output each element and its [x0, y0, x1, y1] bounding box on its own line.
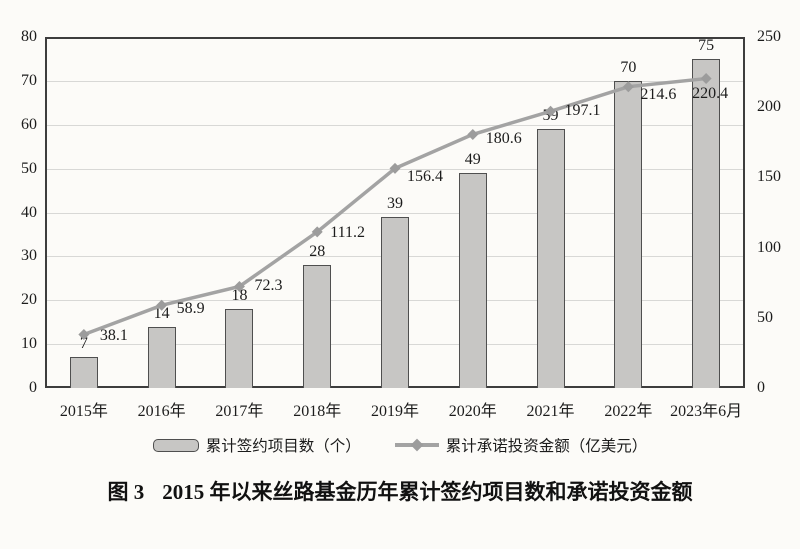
x-axis-category-label: 2018年 [293, 403, 342, 420]
left-axis-tick-label: 70 [21, 71, 37, 89]
right-axis-tick-label: 250 [757, 28, 781, 45]
diamond-marker [156, 299, 168, 311]
bar [692, 58, 721, 388]
left-axis-tick-label: 40 [21, 203, 37, 221]
bar [147, 326, 176, 388]
line-value-label: 214.6 [640, 85, 677, 103]
x-axis-category-label: 2015年 [59, 403, 108, 420]
legend-label-projects: 累计签约项目数（个） [205, 438, 361, 455]
legend-item-investment: 累计承诺投资金额（亿美元） [394, 434, 648, 456]
left-axis-tick-label: 80 [21, 28, 37, 45]
bar [614, 80, 643, 388]
diamond-marker [700, 73, 712, 85]
diamond-marker [467, 128, 479, 140]
legend: 累计签约项目数（个） 累计承诺投资金额（亿美元） [0, 434, 800, 456]
gridline [47, 80, 743, 82]
left-axis-tick-label: 0 [29, 379, 37, 396]
x-axis-category-label: 2017年 [215, 403, 264, 420]
diamond-marker [545, 105, 557, 117]
diamond-marker [78, 329, 90, 341]
right-axis-tick-label: 0 [757, 379, 765, 396]
bar [69, 357, 98, 388]
bar-value-label: 28 [309, 243, 326, 261]
diamond-marker [622, 81, 634, 93]
x-axis-category-label: 2020年 [448, 403, 497, 420]
left-axis-tick-label: 30 [21, 247, 37, 265]
line-value-label: 72.3 [254, 277, 283, 295]
legend-item-projects: 累计签约项目数（个） [152, 434, 361, 456]
bar-value-label: 39 [387, 194, 403, 212]
bar [381, 216, 409, 388]
bar-value-label: 75 [698, 36, 715, 54]
line-value-label: 156.4 [407, 168, 443, 186]
bar-value-label: 18 [231, 287, 248, 305]
bar-value-label: 49 [464, 151, 481, 168]
right-axis-tick-label: 150 [757, 168, 781, 186]
right-axis-tick-label: 100 [757, 238, 781, 256]
diamond-icon [410, 438, 424, 452]
line-value-label: 220.4 [692, 84, 729, 102]
right-axis-tick-label: 50 [757, 308, 773, 326]
left-axis-tick-label: 60 [21, 115, 37, 133]
line-swatch-icon [394, 438, 439, 452]
left-axis-tick-label: 10 [21, 335, 37, 353]
gridline [47, 124, 743, 126]
bar-value-label: 70 [620, 58, 637, 76]
bar-value-label: 14 [153, 304, 170, 322]
x-axis-category-label: 2022年 [604, 403, 653, 420]
line-value-label: 38.1 [99, 326, 128, 344]
line-value-label: 111.2 [330, 223, 366, 241]
bar [458, 173, 487, 388]
investment-line [83, 76, 707, 337]
diamond-marker [233, 280, 245, 292]
line-value-label: 197.1 [564, 102, 601, 120]
right-axis-tick-label: 200 [757, 98, 781, 116]
x-axis-category-label: 2016年 [137, 403, 186, 420]
x-axis-category-label: 2023年6月 [670, 403, 743, 420]
bar [303, 265, 332, 388]
left-axis-tick-label: 50 [21, 159, 37, 177]
diamond-marker [389, 162, 401, 174]
line-value-label: 58.9 [176, 300, 205, 318]
legend-label-investment: 累计承诺投资金额（亿美元） [445, 438, 648, 455]
gridline [47, 212, 743, 214]
diamond-marker [311, 226, 323, 238]
figure-number: 图 3 [107, 480, 145, 504]
x-axis-category-label: 2021年 [526, 403, 575, 420]
bar-swatch-icon [152, 438, 199, 452]
x-axis-category-label: 2019年 [370, 403, 420, 420]
bar [225, 309, 254, 388]
bar [536, 129, 565, 388]
investment-line-layer [78, 73, 712, 341]
bar-value-label: 7 [79, 335, 88, 353]
line-value-label: 180.6 [485, 130, 522, 148]
left-axis-tick-label: 20 [21, 291, 37, 309]
figure-caption: 图 3 2015 年以来丝路基金历年累计签约项目数和承诺投资金额 [0, 476, 800, 506]
figure-title: 2015 年以来丝路基金历年累计签约项目数和承诺投资金额 [162, 480, 693, 504]
